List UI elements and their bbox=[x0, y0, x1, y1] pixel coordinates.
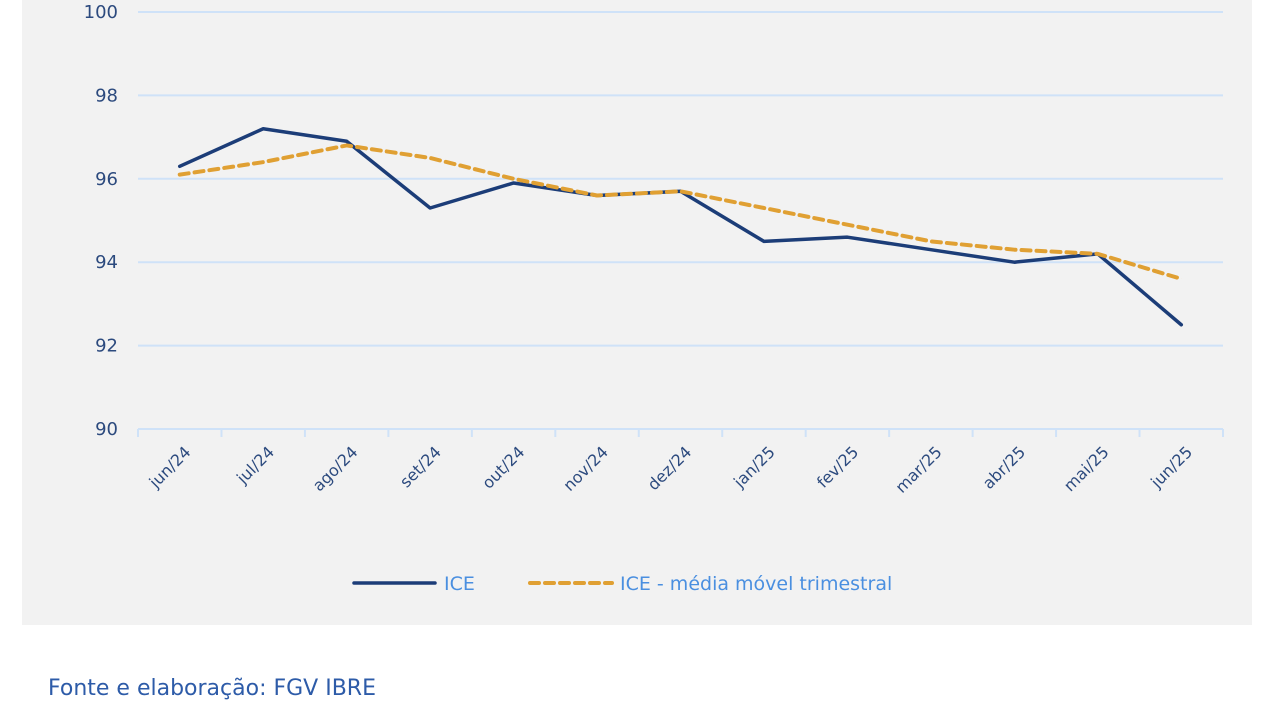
x-axis: jun/24 jul/24 ago/24 set/24 out/24 nov/24 dez/… bbox=[137, 429, 1224, 497]
y-tick-label: 96 bbox=[95, 169, 118, 190]
x-tick-label: out/24 bbox=[478, 442, 528, 492]
x-tick-label: jan/25 bbox=[729, 442, 779, 492]
x-tick-label: mai/25 bbox=[1060, 442, 1113, 495]
x-tick-label: jun/25 bbox=[1146, 442, 1196, 492]
y-tick-label: 90 bbox=[95, 419, 118, 440]
x-tick-label: jun/24 bbox=[145, 442, 195, 492]
gridlines bbox=[138, 11, 1223, 430]
x-tick-label: dez/24 bbox=[644, 442, 696, 494]
legend: ICE ICE - média móvel trimestral bbox=[352, 573, 892, 595]
legend-label-ice: ICE bbox=[444, 573, 475, 595]
chart-panel: 90 92 94 96 98 100 jun/24 jul/24 ago/24 set/24 ou… bbox=[22, 0, 1252, 625]
y-tick-label: 98 bbox=[95, 85, 118, 106]
x-tick-label: jul/24 bbox=[232, 442, 278, 488]
legend-label-moving-average: ICE - média móvel trimestral bbox=[620, 573, 892, 595]
x-tick-label: mar/25 bbox=[891, 442, 945, 496]
series-group bbox=[177, 127, 1184, 327]
y-tick-label: 100 bbox=[84, 2, 118, 23]
y-axis: 90 92 94 96 98 100 bbox=[84, 2, 118, 440]
y-tick-label: 94 bbox=[95, 252, 118, 273]
x-tick-label: nov/24 bbox=[559, 442, 611, 494]
x-tick-label: fev/25 bbox=[813, 442, 862, 491]
x-tick-label: ago/24 bbox=[309, 442, 362, 495]
x-tick-label: set/24 bbox=[396, 442, 445, 491]
x-tick-label: abr/25 bbox=[979, 442, 1029, 492]
line-chart: 90 92 94 96 98 100 jun/24 jul/24 ago/24 set/24 ou… bbox=[84, 2, 1224, 595]
series-line-ice bbox=[177, 127, 1184, 327]
y-tick-label: 92 bbox=[95, 336, 118, 357]
source-note: Fonte e elaboração: FGV IBRE bbox=[48, 676, 376, 701]
